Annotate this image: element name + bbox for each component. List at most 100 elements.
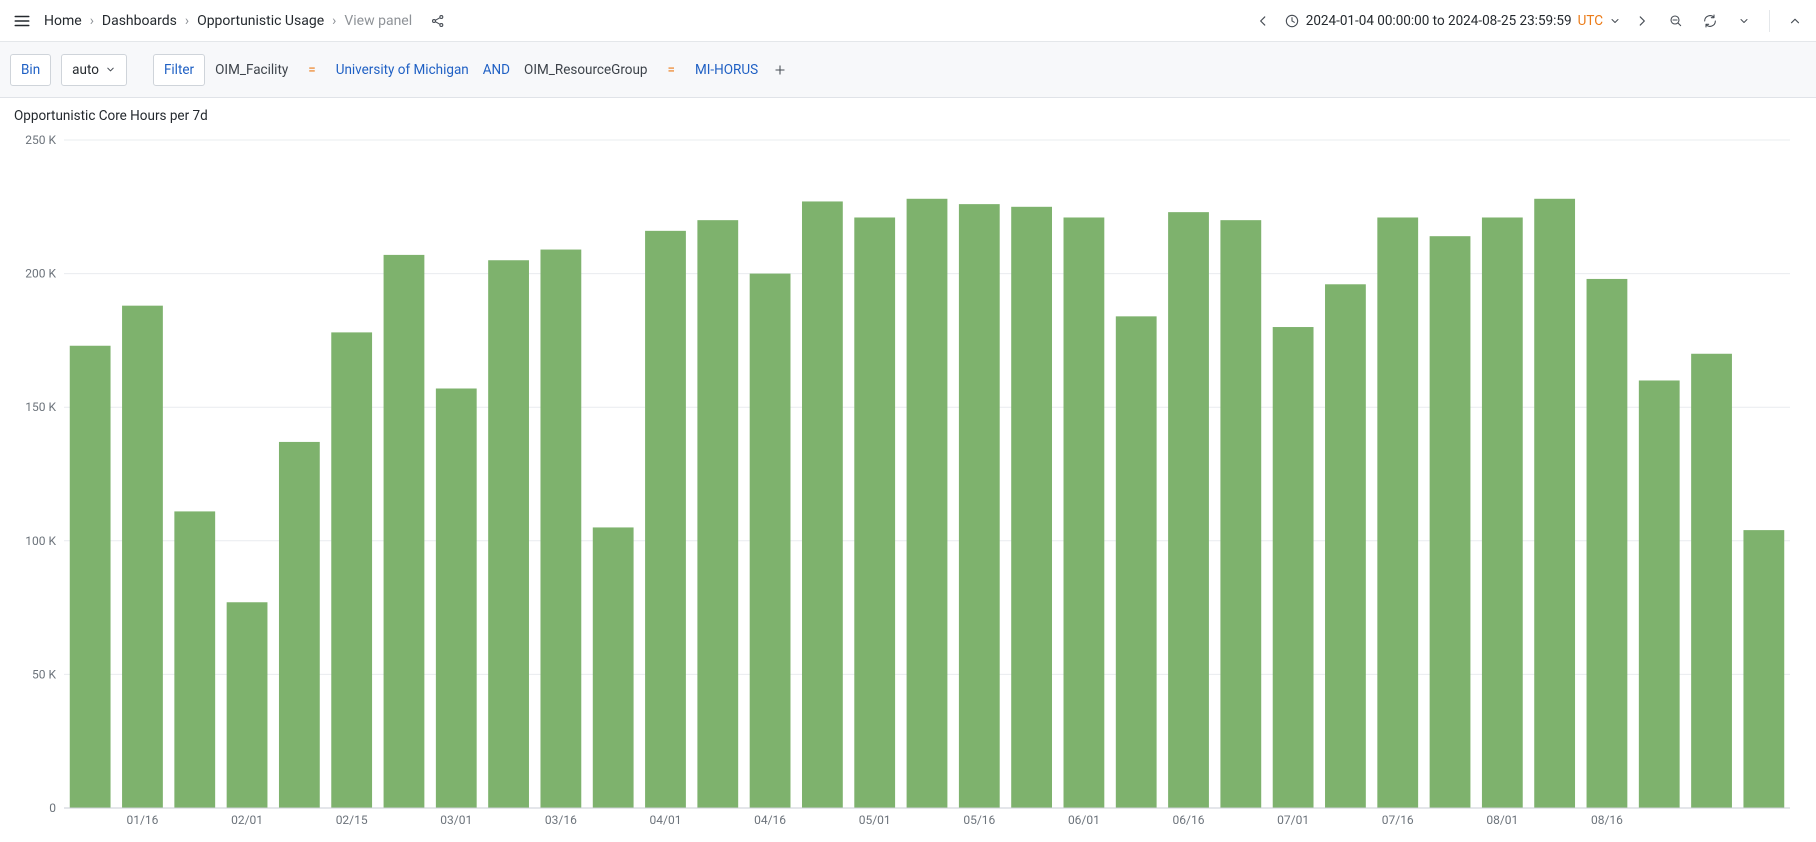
filter-bar: Bin auto Filter OIM_Facility = Universit… [0, 42, 1816, 98]
timerange-picker[interactable]: 2024-01-04 00:00:00 to 2024-08-25 23:59:… [1284, 13, 1621, 29]
bar[interactable] [1691, 354, 1732, 808]
breadcrumb-view-panel: View panel [344, 13, 412, 29]
breadcrumb-dashboard-name[interactable]: Opportunistic Usage [197, 13, 324, 29]
breadcrumb-separator: › [90, 13, 94, 29]
svg-text:05/16: 05/16 [963, 813, 995, 827]
bar[interactable] [802, 201, 843, 808]
panel-title: Opportunistic Core Hours per 7d [14, 108, 1802, 124]
refresh-icon [1702, 13, 1718, 29]
filter-key[interactable]: OIM_Facility [215, 62, 288, 78]
bar[interactable] [488, 260, 529, 808]
bar[interactable] [854, 217, 895, 808]
bar[interactable] [70, 346, 111, 808]
svg-text:02/15: 02/15 [336, 813, 368, 827]
bar[interactable] [1220, 220, 1261, 808]
chart[interactable]: 0 50 K 100 K 150 K 200 K 250 K 01/16 02/01 02/15… [14, 126, 1802, 836]
topbar-left: Home › Dashboards › Opportunistic Usage … [8, 7, 450, 35]
topbar: Home › Dashboards › Opportunistic Usage … [0, 0, 1816, 42]
bin-select[interactable]: auto [61, 54, 127, 86]
topbar-right: 2024-01-04 00:00:00 to 2024-08-25 23:59:… [1250, 8, 1808, 34]
breadcrumb: Home › Dashboards › Opportunistic Usage … [44, 13, 412, 29]
breadcrumb-separator: › [332, 13, 336, 29]
breadcrumb-separator: › [185, 13, 189, 29]
bar[interactable] [1430, 236, 1471, 808]
chevron-down-icon [1609, 15, 1621, 27]
bar[interactable] [1743, 530, 1784, 808]
collapse-button[interactable] [1782, 8, 1808, 34]
svg-text:100 K: 100 K [25, 534, 56, 548]
bar[interactable] [174, 511, 215, 808]
svg-text:06/01: 06/01 [1068, 813, 1100, 827]
bar[interactable] [1116, 316, 1157, 808]
bar[interactable] [959, 204, 1000, 808]
share-button[interactable] [426, 9, 450, 33]
filter-join: AND [483, 62, 510, 78]
bar[interactable] [1377, 217, 1418, 808]
bar[interactable] [1168, 212, 1209, 808]
plus-icon [773, 63, 787, 77]
filter-key[interactable]: OIM_ResourceGroup [524, 62, 647, 78]
breadcrumb-home[interactable]: Home [44, 13, 82, 29]
svg-text:03/16: 03/16 [545, 813, 577, 827]
filter-op[interactable]: = [668, 62, 675, 78]
bar[interactable] [384, 255, 425, 808]
zoom-out-icon [1668, 13, 1684, 29]
svg-text:02/01: 02/01 [231, 813, 263, 827]
svg-text:04/16: 04/16 [754, 813, 786, 827]
filter-label: Filter [153, 54, 205, 86]
svg-text:08/01: 08/01 [1486, 813, 1518, 827]
bar[interactable] [1273, 327, 1314, 808]
bar[interactable] [1587, 279, 1628, 808]
share-icon [430, 13, 446, 29]
svg-text:200 K: 200 K [25, 267, 56, 281]
svg-text:0: 0 [49, 801, 56, 815]
bar[interactable] [1534, 199, 1575, 808]
chevron-down-icon [105, 64, 116, 75]
chevron-down-icon [1738, 15, 1750, 27]
bar[interactable] [907, 199, 948, 808]
hamburger-icon [13, 12, 31, 30]
filter-value[interactable]: University of Michigan [336, 62, 469, 78]
refresh-button[interactable] [1697, 8, 1723, 34]
filter-op[interactable]: = [308, 62, 315, 78]
time-prev-button[interactable] [1250, 8, 1276, 34]
bar[interactable] [540, 250, 581, 808]
bar[interactable] [1325, 284, 1366, 808]
add-filter-button[interactable] [768, 58, 792, 82]
svg-text:250 K: 250 K [25, 133, 56, 147]
svg-text:03/01: 03/01 [440, 813, 472, 827]
bar[interactable] [331, 332, 372, 808]
bar[interactable] [593, 527, 634, 808]
bar[interactable] [697, 220, 738, 808]
refresh-interval-button[interactable] [1731, 8, 1757, 34]
chevron-left-icon [1256, 14, 1270, 28]
filter-value[interactable]: MI-HORUS [695, 62, 758, 78]
breadcrumb-dashboards[interactable]: Dashboards [102, 13, 177, 29]
chevron-up-icon [1788, 14, 1802, 28]
svg-text:06/16: 06/16 [1173, 813, 1205, 827]
bar[interactable] [279, 442, 320, 808]
bar[interactable] [750, 274, 791, 808]
chevron-right-icon [1635, 14, 1649, 28]
svg-text:150 K: 150 K [25, 400, 56, 414]
time-next-button[interactable] [1629, 8, 1655, 34]
bar[interactable] [227, 602, 268, 808]
svg-text:08/16: 08/16 [1591, 813, 1623, 827]
bin-label: Bin [10, 54, 51, 86]
bar[interactable] [1639, 380, 1680, 808]
svg-text:05/01: 05/01 [859, 813, 891, 827]
bar[interactable] [1482, 217, 1523, 808]
bar[interactable] [122, 306, 163, 808]
bar[interactable] [1064, 217, 1105, 808]
menu-button[interactable] [8, 7, 36, 35]
bar[interactable] [645, 231, 686, 808]
svg-text:04/01: 04/01 [650, 813, 682, 827]
svg-text:01/16: 01/16 [126, 813, 158, 827]
panel: Opportunistic Core Hours per 7d 0 50 K 100… [0, 98, 1816, 842]
timerange-text: 2024-01-04 00:00:00 to 2024-08-25 23:59:… [1306, 13, 1572, 29]
zoom-out-button[interactable] [1663, 8, 1689, 34]
bar[interactable] [1011, 207, 1052, 808]
timerange-tz: UTC [1578, 13, 1603, 29]
bar[interactable] [436, 388, 477, 808]
svg-text:50 K: 50 K [32, 667, 56, 681]
